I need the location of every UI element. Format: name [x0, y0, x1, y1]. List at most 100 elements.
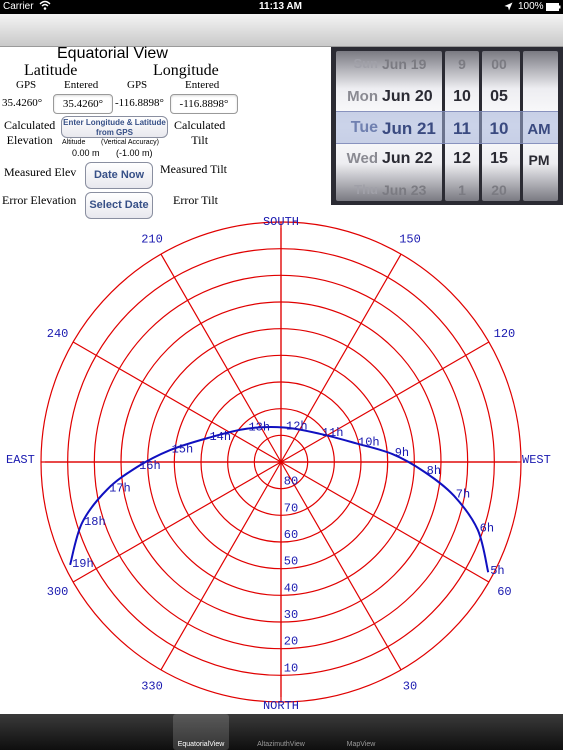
elevation-label: 60: [284, 528, 298, 542]
select-date-button[interactable]: Select Date: [85, 192, 153, 219]
picker-hour: 12: [453, 150, 471, 167]
picker-hour: 10: [453, 88, 471, 105]
battery-percent: 100%: [518, 1, 544, 12]
picker-weekday: Thu: [354, 182, 378, 197]
longitude-heading: Longitude: [153, 62, 219, 79]
altitude-value: 0.00 m: [72, 148, 100, 158]
measured-elevation-label: Measured Elev: [4, 165, 77, 179]
elevation-label: 30: [284, 608, 298, 622]
sun-path-line: [69, 426, 490, 573]
picker-date: Jun 23: [382, 182, 427, 198]
tab-altazimuth-view[interactable]: AltazimuthView: [248, 714, 314, 750]
measured-tilt-label: Measured Tilt: [160, 162, 228, 176]
page-title: Equatorial View: [57, 45, 168, 62]
azimuth-spoke: [280, 461, 490, 583]
elevation-label: 50: [284, 555, 298, 569]
elevation-label: 40: [284, 581, 298, 595]
chart-labels: SOUTH NORTH EAST WEST 30 60 120 150 210 240 30…: [6, 215, 551, 713]
latitude-gps-label: GPS: [16, 79, 37, 91]
azimuth-label: 330: [141, 679, 163, 693]
hour-label: 19h: [72, 557, 94, 571]
hour-label: 16h: [139, 459, 161, 473]
picker-weekday: Mon: [347, 88, 378, 105]
picker-minute: 05: [490, 88, 508, 105]
hour-label: 10h: [358, 435, 380, 449]
hour-label: 12h: [286, 419, 308, 433]
calculated-tilt-line2: Tilt: [191, 133, 209, 147]
calculated-elevation-line1: Calculated: [4, 118, 56, 132]
tab-map-view[interactable]: MapView: [333, 714, 389, 750]
hour-label: 15h: [172, 442, 194, 456]
picker-ampm: PM: [528, 152, 550, 168]
latitude-heading: Latitude: [24, 62, 78, 79]
hour-label: 13h: [248, 421, 270, 435]
enter-gps-button[interactable]: Enter Longitude & Latitude from GPS: [61, 116, 168, 138]
location-arrow-icon: [504, 2, 513, 14]
azimuth-label: 120: [494, 327, 516, 341]
status-bar: Carrier 11:13 AM 100%: [0, 0, 563, 14]
latitude-entered-field[interactable]: 35.4260°: [53, 94, 113, 114]
tab-altazimuth-view-label: AltazimuthView: [257, 741, 305, 748]
hour-label: 7h: [456, 488, 470, 502]
battery-icon: [546, 3, 561, 14]
picker-hour: 11: [453, 119, 471, 138]
picker-weekday: Wed: [346, 150, 378, 167]
tab-equatorial-view-label: EquatorialView: [177, 741, 225, 748]
picker-date: Jun 21: [382, 119, 436, 138]
elevation-label: 20: [284, 635, 298, 649]
clock: 11:13 AM: [259, 1, 302, 12]
date-now-button[interactable]: Date Now: [85, 162, 153, 189]
tab-map-view-label: MapView: [346, 741, 376, 748]
hour-label: 14h: [209, 430, 231, 444]
latitude-entered-label: Entered: [64, 79, 99, 91]
hour-label: 6h: [480, 522, 494, 536]
hour-label: 18h: [84, 515, 106, 529]
direction-west-label: WEST: [522, 453, 551, 467]
navigation-bar: [0, 14, 563, 47]
calculated-elevation-line2: Elevation: [6, 133, 53, 147]
elevation-label: 10: [284, 661, 298, 675]
azimuth-spoke: [280, 461, 402, 671]
vertical-accuracy-label: (Vertical Accuracy): [101, 139, 159, 146]
azimuth-label: 60: [497, 585, 511, 599]
calculated-elevation-label: Calculated Elevation: [4, 118, 55, 148]
azimuth-label: 210: [141, 233, 163, 247]
azimuth-label: 30: [403, 679, 417, 693]
hour-label: 11h: [322, 426, 344, 440]
polar-grid: [40, 221, 522, 703]
tab-bar: EquatorialView AltazimuthView MapView: [0, 714, 563, 750]
picker-date: Jun 19: [382, 56, 427, 72]
altitude-label: Altitude: [62, 139, 86, 146]
picker-minute: 20: [491, 182, 507, 198]
picker-weekday: Sun: [353, 56, 378, 71]
tab-equatorial-view[interactable]: EquatorialView: [173, 714, 229, 750]
picker-hour: 1: [458, 182, 466, 198]
hour-label: 5h: [490, 564, 504, 578]
calculated-tilt-line1: Calculated: [174, 118, 226, 132]
error-elevation-label: Error Elevation: [2, 193, 77, 207]
carrier-label: Carrier: [3, 1, 34, 12]
hour-label: 9h: [395, 446, 409, 460]
picker-date: Jun 20: [382, 88, 433, 105]
elevation-label: 80: [284, 475, 298, 489]
sun-path-polar-chart: SOUTH NORTH EAST WEST 30 60 120 150 210 240 30…: [6, 215, 551, 713]
vertical-accuracy-value: (-1.00 m): [116, 148, 153, 158]
wifi-icon: [39, 0, 51, 14]
direction-north-label: NORTH: [263, 699, 299, 713]
latitude-gps-value: 35.4260°: [2, 97, 43, 109]
azimuth-spoke: [160, 461, 282, 671]
azimuth-spoke: [280, 253, 402, 463]
azimuth-label: 150: [399, 233, 421, 247]
picker-date: Jun 22: [382, 150, 433, 167]
azimuth-label: 300: [47, 585, 69, 599]
longitude-entered-field[interactable]: -116.8898°: [170, 94, 238, 114]
longitude-gps-label: GPS: [127, 79, 148, 91]
picker-ampm: AM: [527, 121, 551, 138]
azimuth-spoke: [280, 341, 490, 463]
azimuth-spoke: [72, 341, 282, 463]
picker-selection-bar: [336, 111, 558, 144]
longitude-gps-value: -116.8898°: [115, 97, 164, 109]
picker-hour: 9: [458, 56, 466, 72]
hour-label: 8h: [427, 464, 441, 478]
azimuth-spoke: [72, 461, 282, 583]
